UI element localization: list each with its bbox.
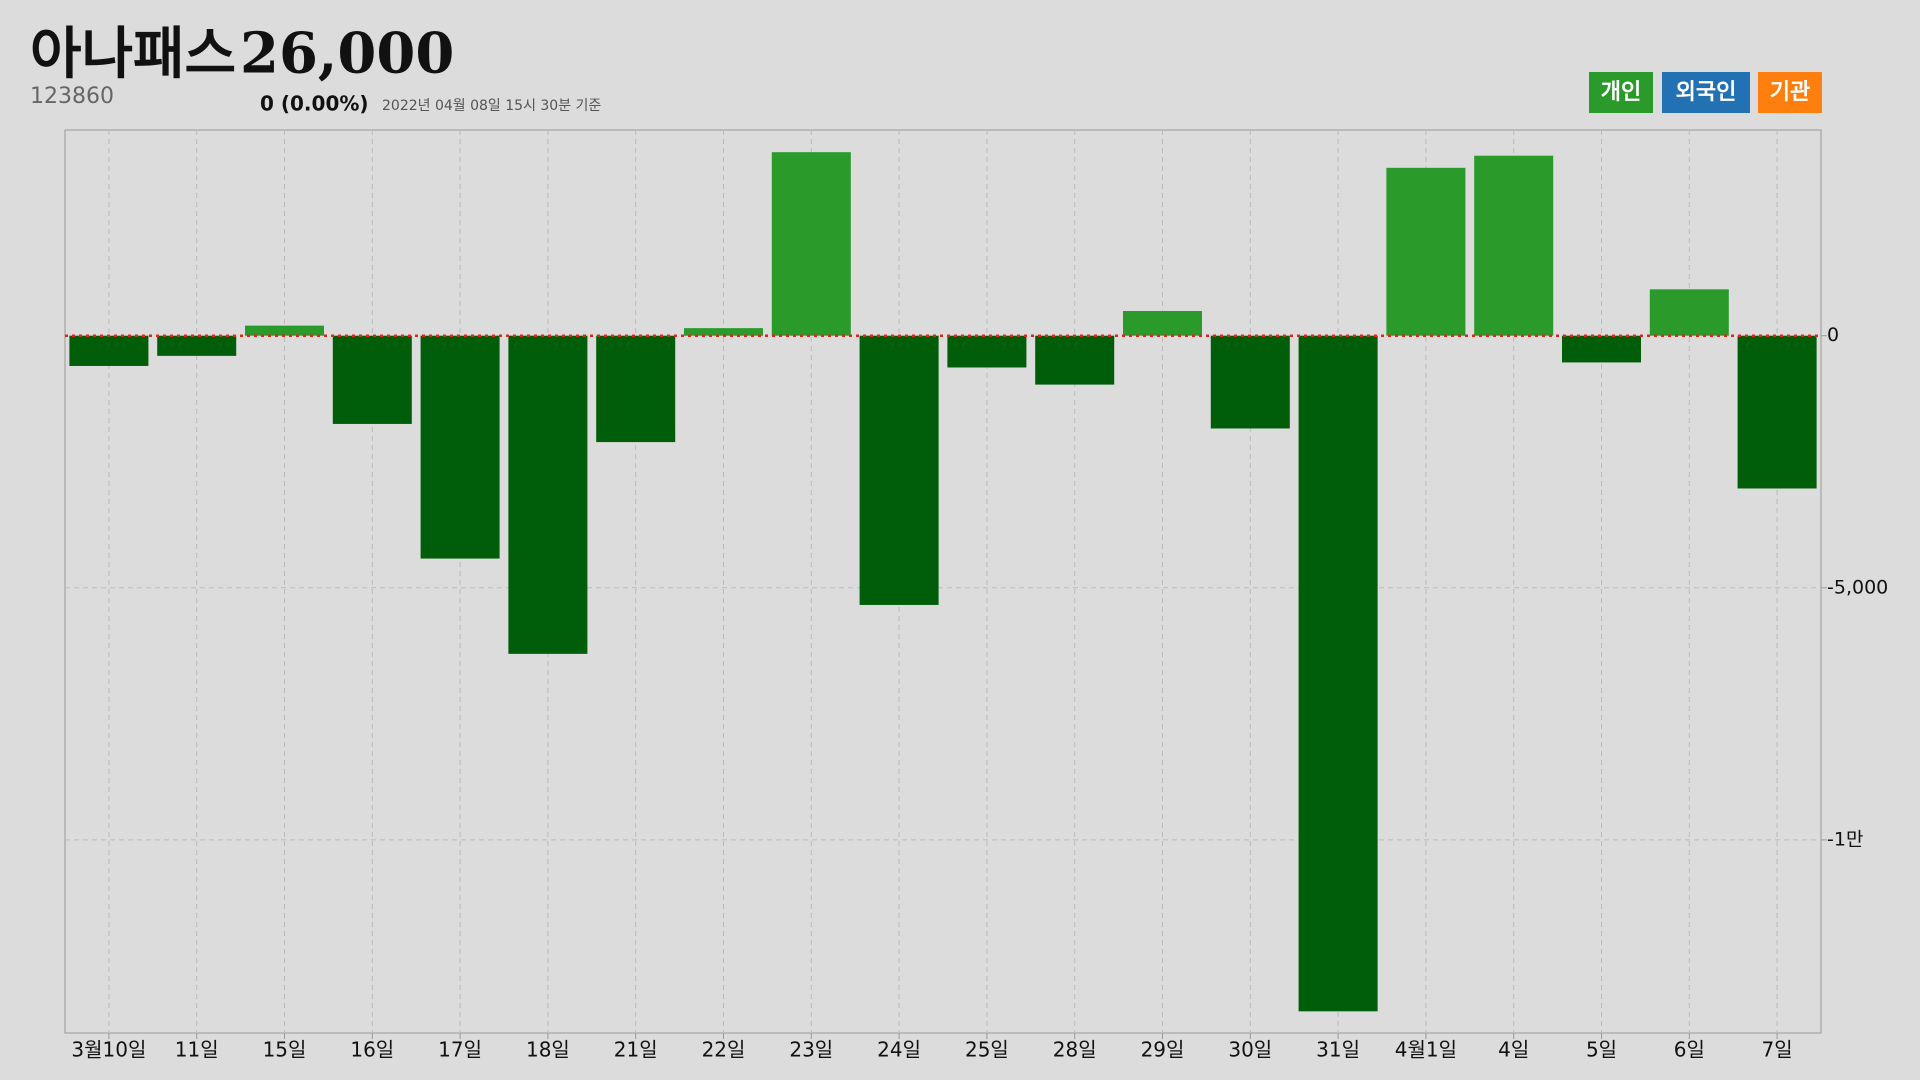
bar bbox=[332, 335, 412, 424]
bar bbox=[69, 335, 149, 366]
bar bbox=[683, 328, 764, 336]
x-tick-label: 30일 bbox=[1228, 1038, 1272, 1062]
bar bbox=[508, 335, 588, 654]
legend-label[interactable]: 기관 bbox=[1770, 80, 1810, 105]
timestamp: 2022년 04월 08일 15시 30분 기준 bbox=[382, 98, 601, 114]
legend-button[interactable]: 외국인 bbox=[1662, 72, 1750, 113]
bar bbox=[1561, 335, 1642, 363]
y-tick-label: -1만 bbox=[1827, 828, 1863, 850]
bar bbox=[859, 335, 939, 605]
bar bbox=[244, 325, 325, 336]
bar bbox=[1122, 311, 1203, 336]
x-tick-label: 25일 bbox=[965, 1038, 1009, 1062]
bar bbox=[1210, 335, 1290, 429]
price-change: 0 (0.00%) bbox=[260, 92, 369, 116]
x-tick-label: 5일 bbox=[1586, 1038, 1617, 1062]
x-tick-label: 24일 bbox=[877, 1038, 921, 1062]
x-tick-label: 29일 bbox=[1141, 1038, 1185, 1062]
stock-price: 26,000 bbox=[240, 21, 454, 87]
x-tick-label: 4일 bbox=[1498, 1038, 1529, 1062]
x-tick-label: 4월1일 bbox=[1395, 1038, 1457, 1062]
x-tick-label: 16일 bbox=[350, 1038, 394, 1062]
bar bbox=[157, 335, 237, 356]
x-tick-label: 15일 bbox=[263, 1038, 307, 1062]
legend-swatch[interactable] bbox=[1758, 72, 1822, 113]
bar bbox=[596, 335, 676, 443]
legend-swatch[interactable] bbox=[1589, 72, 1653, 113]
stock-name: 아나패스 bbox=[30, 22, 236, 87]
bar bbox=[1386, 167, 1466, 336]
x-tick-label: 6일 bbox=[1674, 1038, 1705, 1062]
x-tick-label: 28일 bbox=[1053, 1038, 1097, 1062]
stock-code: 123860 bbox=[30, 84, 114, 109]
x-tick-label: 21일 bbox=[614, 1038, 658, 1062]
x-tick-label: 7일 bbox=[1762, 1038, 1793, 1062]
x-tick-label: 11일 bbox=[175, 1038, 219, 1062]
y-tick-label: -5,000 bbox=[1827, 576, 1888, 598]
bar bbox=[1649, 289, 1729, 336]
legend-button[interactable]: 개인 bbox=[1589, 72, 1653, 113]
y-tick-label: 0 bbox=[1827, 324, 1839, 346]
plot-frame bbox=[64, 129, 1822, 1034]
x-tick-label: 3월10일 bbox=[71, 1038, 146, 1062]
x-tick-label: 17일 bbox=[438, 1038, 482, 1062]
legend-label[interactable]: 개인 bbox=[1601, 80, 1641, 105]
legend-label[interactable]: 외국인 bbox=[1676, 80, 1737, 105]
bar bbox=[1035, 335, 1115, 385]
bar bbox=[1298, 335, 1378, 1012]
x-tick-label: 22일 bbox=[702, 1038, 746, 1062]
legend-button[interactable]: 기관 bbox=[1758, 72, 1822, 113]
x-tick-label: 23일 bbox=[789, 1038, 833, 1062]
bar bbox=[1474, 155, 1554, 336]
bar bbox=[771, 152, 851, 336]
x-tick-label: 31일 bbox=[1316, 1038, 1360, 1062]
bar bbox=[947, 335, 1027, 368]
bar bbox=[420, 335, 500, 559]
bar bbox=[1737, 335, 1817, 489]
x-tick-label: 18일 bbox=[526, 1038, 570, 1062]
legend-swatch[interactable] bbox=[1662, 72, 1750, 113]
